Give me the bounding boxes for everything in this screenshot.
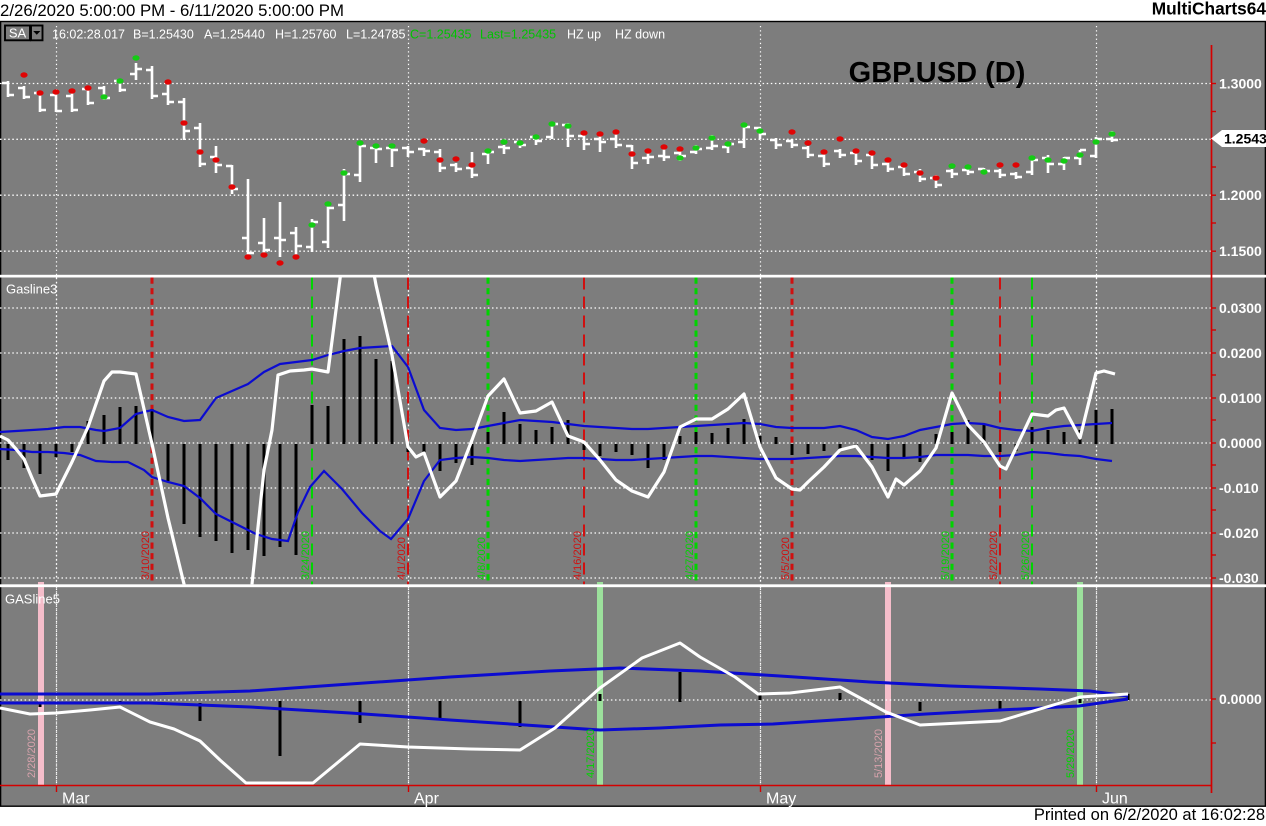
- svg-text:-0.030: -0.030: [1219, 570, 1259, 586]
- svg-text:A=1.25440: A=1.25440: [204, 28, 265, 42]
- svg-text:0.0300: 0.0300: [1219, 300, 1262, 316]
- svg-text:GBP.USD (D): GBP.USD (D): [849, 57, 1026, 89]
- svg-text:H=1.25760: H=1.25760: [275, 28, 337, 42]
- svg-text:4/16/2020: 4/16/2020: [572, 531, 584, 580]
- svg-text:GASline5: GASline5: [5, 592, 60, 607]
- svg-text:0.0200: 0.0200: [1219, 345, 1262, 361]
- svg-text:1.2543: 1.2543: [1224, 131, 1266, 147]
- svg-text:1.1500: 1.1500: [1219, 243, 1262, 259]
- svg-text:C=1.25435: C=1.25435: [410, 28, 472, 42]
- svg-text:MultiCharts64: MultiCharts64: [1152, 0, 1266, 19]
- svg-text:16:02:28.017: 16:02:28.017: [52, 28, 125, 42]
- svg-text:0.0100: 0.0100: [1219, 390, 1262, 406]
- svg-text:Jun: Jun: [1102, 791, 1128, 808]
- svg-text:0.0000: 0.0000: [1219, 435, 1262, 451]
- svg-text:-0.010: -0.010: [1219, 480, 1259, 496]
- svg-text:1.3000: 1.3000: [1219, 76, 1262, 92]
- svg-text:Gasline3: Gasline3: [6, 282, 57, 297]
- svg-text:1.2000: 1.2000: [1219, 187, 1262, 203]
- svg-text:SA: SA: [9, 26, 27, 41]
- svg-text:-0.020: -0.020: [1219, 525, 1259, 541]
- svg-text:5/19/2020: 5/19/2020: [940, 531, 952, 580]
- svg-text:5/22/2020: 5/22/2020: [988, 531, 1000, 580]
- svg-text:5/26/2020: 5/26/2020: [1020, 531, 1032, 580]
- svg-text:May: May: [766, 791, 796, 808]
- svg-text:4/17/2020: 4/17/2020: [585, 729, 597, 778]
- svg-text:L=1.24785: L=1.24785: [346, 28, 405, 42]
- svg-text:5/29/2020: 5/29/2020: [1065, 729, 1077, 778]
- svg-text:HZ up: HZ up: [567, 28, 601, 42]
- svg-text:Apr: Apr: [414, 791, 440, 808]
- svg-text:Last=1.25435: Last=1.25435: [480, 28, 556, 42]
- svg-text:B=1.25430: B=1.25430: [133, 28, 194, 42]
- svg-text:HZ down: HZ down: [615, 28, 665, 42]
- svg-text:3/10/2020: 3/10/2020: [140, 531, 152, 580]
- svg-text:0.0000: 0.0000: [1219, 691, 1262, 707]
- svg-text:4/27/2020: 4/27/2020: [684, 531, 696, 580]
- svg-text:4/8/2020: 4/8/2020: [476, 537, 488, 580]
- svg-text:3/24/2020: 3/24/2020: [300, 531, 312, 580]
- svg-text:Printed on 6/2/2020 at 16:02:2: Printed on 6/2/2020 at 16:02:28: [1034, 806, 1265, 824]
- svg-text:5/13/2020: 5/13/2020: [873, 729, 885, 778]
- svg-text:Mar: Mar: [62, 791, 90, 808]
- svg-text:2/28/2020: 2/28/2020: [26, 729, 38, 778]
- svg-text:4/1/2020: 4/1/2020: [396, 537, 408, 580]
- svg-text:2/26/2020 5:00:00 PM - 6/11/20: 2/26/2020 5:00:00 PM - 6/11/2020 5:00:00…: [0, 1, 344, 20]
- svg-text:5/5/2020: 5/5/2020: [780, 537, 792, 580]
